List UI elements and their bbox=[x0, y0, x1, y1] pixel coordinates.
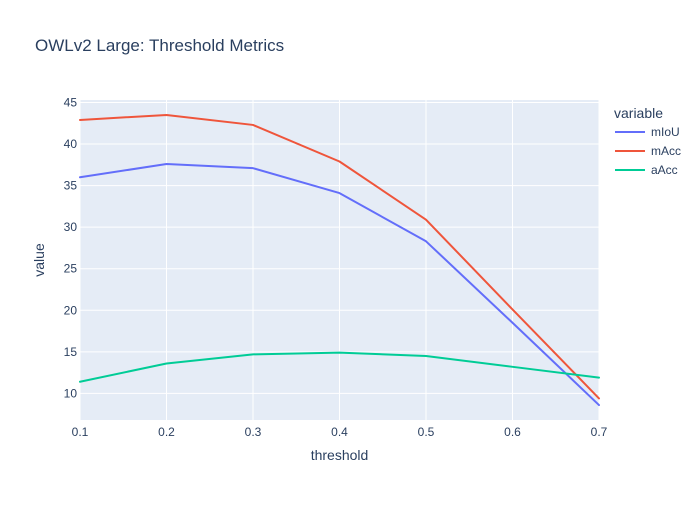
y-tick-label: 45 bbox=[64, 95, 78, 109]
x-axis-label: threshold bbox=[311, 447, 369, 463]
legend-label: aAcc bbox=[651, 163, 678, 177]
y-tick-label: 15 bbox=[64, 345, 78, 359]
legend-title: variable bbox=[614, 105, 663, 121]
series-lines bbox=[79, 113, 600, 407]
series-line-aAcc bbox=[79, 351, 600, 383]
x-tick-label: 0.3 bbox=[245, 425, 262, 439]
x-tick-label: 0.5 bbox=[418, 425, 435, 439]
y-tick-label: 10 bbox=[64, 386, 78, 400]
legend-items: mIoU mAcc aAcc bbox=[615, 125, 681, 177]
chart-title: OWLv2 Large: Threshold Metrics bbox=[35, 36, 284, 55]
y-tick-label: 25 bbox=[64, 262, 78, 276]
y-tick-label: 35 bbox=[64, 179, 78, 193]
tick-labels: 0.1 0.2 0.3 0.4 0.5 0.6 0.7 10 15 20 25 30 35 40 45 bbox=[64, 95, 608, 439]
legend-label: mAcc bbox=[651, 144, 681, 158]
y-tick-label: 30 bbox=[64, 220, 78, 234]
x-tick-label: 0.1 bbox=[72, 425, 89, 439]
legend-item-mIoU: mIoU bbox=[615, 125, 680, 139]
series-line-mAcc bbox=[79, 113, 600, 400]
y-tick-label: 40 bbox=[64, 137, 78, 151]
x-tick-label: 0.2 bbox=[158, 425, 175, 439]
x-tick-label: 0.4 bbox=[331, 425, 348, 439]
y-axis-label: value bbox=[31, 243, 47, 277]
x-tick-label: 0.6 bbox=[504, 425, 521, 439]
series-line-mIoU bbox=[79, 163, 600, 407]
legend: variable mIoU mAcc aAcc bbox=[614, 105, 681, 177]
y-tick-label: 20 bbox=[64, 303, 78, 317]
x-tick-label: 0.7 bbox=[591, 425, 608, 439]
legend-item-aAcc: aAcc bbox=[615, 163, 678, 177]
legend-label: mIoU bbox=[651, 125, 680, 139]
legend-item-mAcc: mAcc bbox=[615, 144, 681, 158]
grid-lines bbox=[79, 100, 600, 420]
